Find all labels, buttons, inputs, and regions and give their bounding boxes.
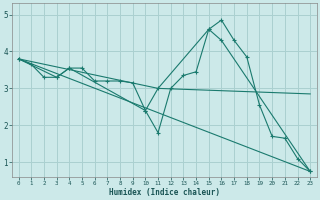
X-axis label: Humidex (Indice chaleur): Humidex (Indice chaleur)	[109, 188, 220, 197]
